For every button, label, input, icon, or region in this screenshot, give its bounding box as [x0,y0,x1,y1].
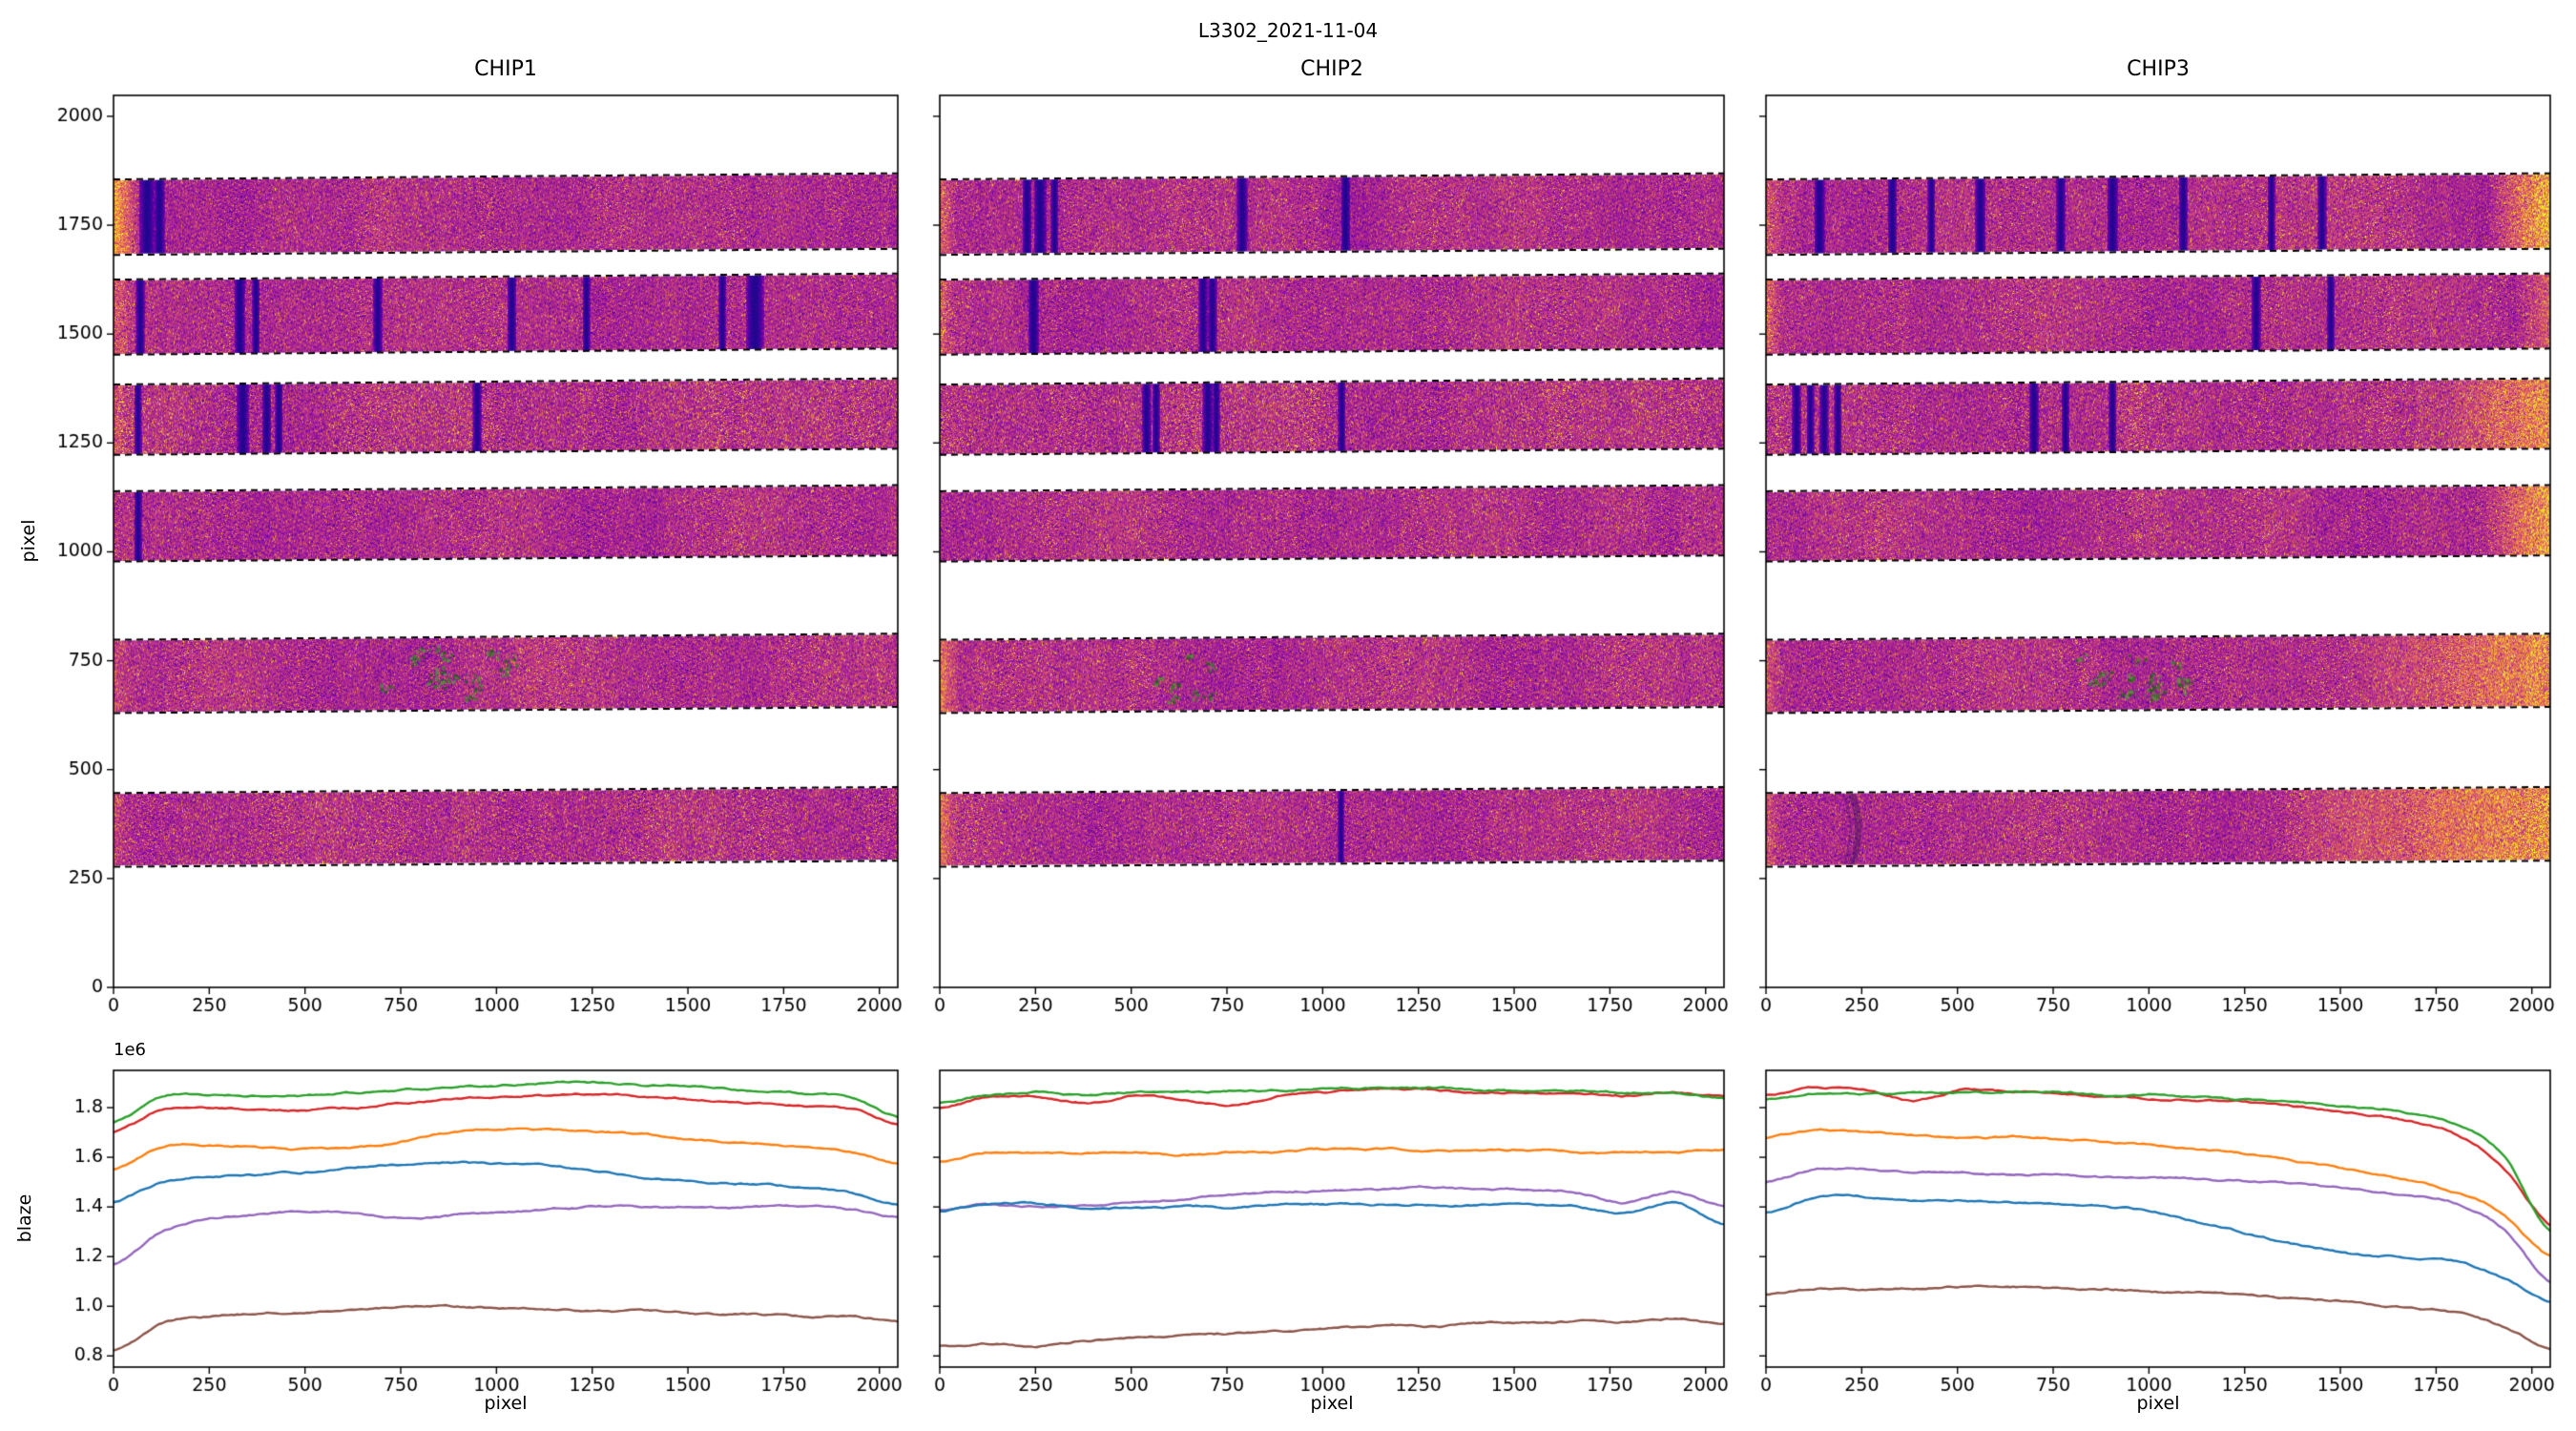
figure-canvas [0,0,2576,1431]
figure: L3302_2021-11-04 CHIP1 CHIP2 CHIP3 pixel… [0,0,2576,1431]
